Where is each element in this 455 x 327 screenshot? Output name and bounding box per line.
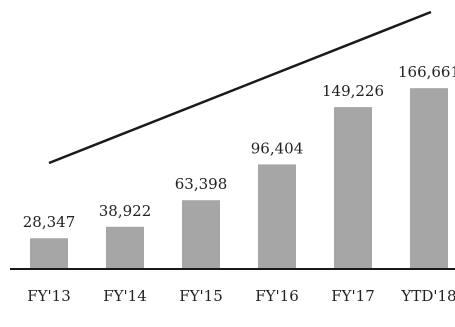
x-tick-label-1: FY'14 (103, 287, 147, 305)
x-tick-labels-group: FY'13 FY'14 FY'15 FY'16 FY'17 YTD'18 (27, 287, 455, 305)
trend-arrow-line (48, 10, 432, 165)
x-tick-label-0: FY'13 (27, 287, 71, 305)
value-label-3: 96,404 (251, 139, 304, 157)
value-label-0: 28,347 (23, 213, 76, 231)
value-label-1: 38,922 (99, 202, 152, 220)
bar-3 (258, 164, 296, 269)
x-tick-label-5: YTD'18 (400, 287, 455, 305)
bar-2 (182, 200, 220, 269)
x-tick-label-4: FY'17 (331, 287, 375, 305)
value-label-5: 166,661 (398, 63, 455, 81)
bar-4 (334, 107, 372, 270)
bar-1 (106, 226, 144, 269)
x-tick-label-2: FY'15 (179, 287, 223, 305)
value-label-2: 63,398 (175, 175, 228, 193)
bars-group (30, 88, 448, 270)
bar-0 (30, 238, 68, 269)
value-labels-group: 28,347 38,922 63,398 96,404 149,226 166,661 (23, 63, 455, 231)
x-tick-label-3: FY'16 (255, 287, 299, 305)
bar-5 (410, 88, 448, 269)
value-label-4: 149,226 (322, 82, 384, 100)
